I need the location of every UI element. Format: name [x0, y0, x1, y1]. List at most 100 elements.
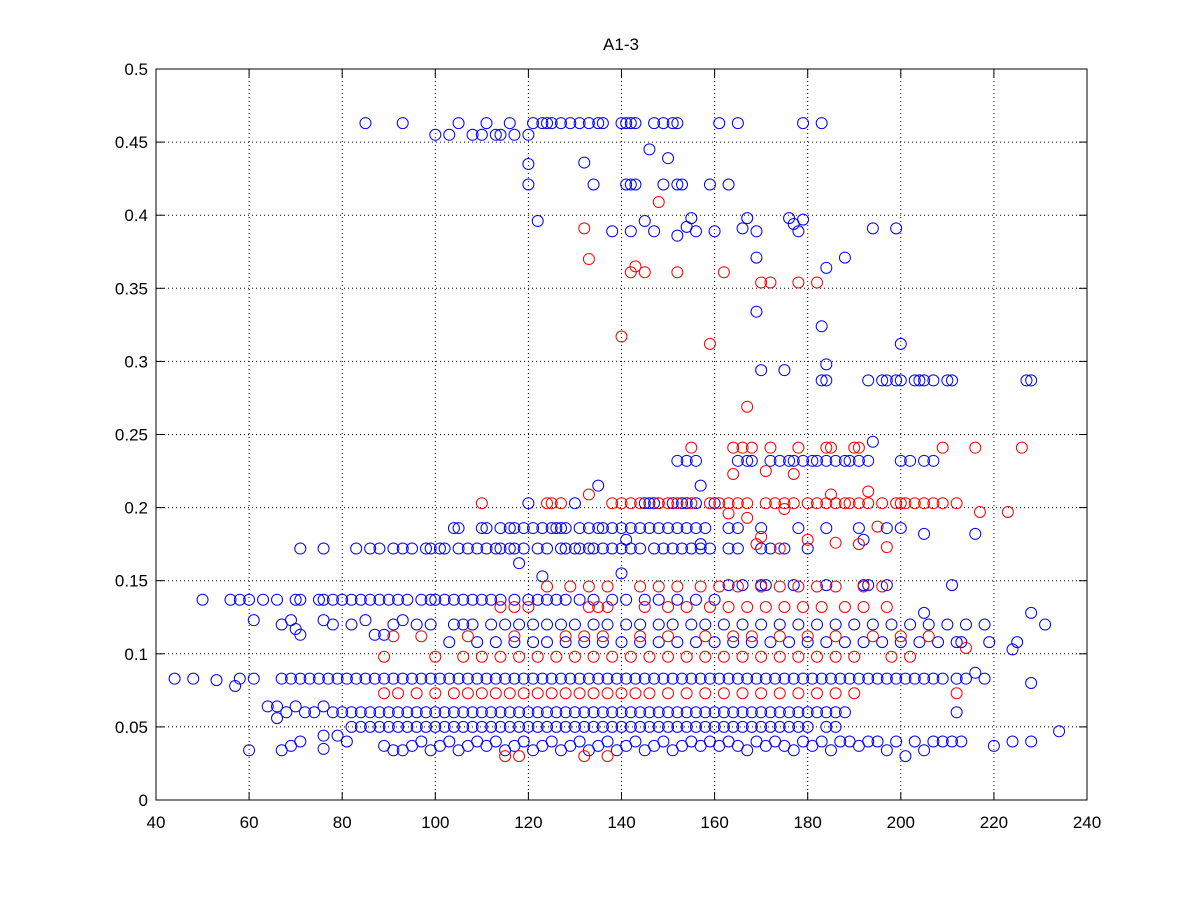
scatter-point [233, 593, 246, 606]
scatter-point [587, 618, 600, 631]
scatter-point [769, 672, 782, 685]
scatter-point [550, 522, 563, 535]
scatter-point [824, 744, 837, 757]
scatter-point [950, 706, 963, 719]
scatter-point [415, 630, 428, 643]
scatter-point [820, 706, 833, 719]
scatter-point [797, 601, 810, 614]
scatter-point [564, 117, 577, 130]
scatter-point [615, 636, 628, 649]
scatter-point [676, 497, 689, 510]
scatter-point [755, 706, 768, 719]
scatter-point [406, 672, 419, 685]
scatter-point [587, 687, 600, 700]
scatter-point [959, 672, 972, 685]
scatter-point [866, 630, 879, 643]
scatter-point [396, 117, 409, 130]
scatter-point [717, 650, 730, 663]
scatter-point [959, 641, 972, 654]
scatter-point [708, 225, 721, 238]
scatter-point [829, 687, 842, 700]
scatter-point [443, 636, 456, 649]
scatter-point [946, 579, 959, 592]
scatter-point [373, 720, 386, 733]
scatter-point [736, 650, 749, 663]
scatter-point [662, 706, 675, 719]
scatter-point [624, 497, 637, 510]
scatter-point [755, 276, 768, 289]
scatter-point [554, 117, 567, 130]
scatter-point [457, 650, 470, 663]
scatter-point [578, 750, 591, 763]
scatter-point [513, 706, 526, 719]
scatter-point [438, 593, 451, 606]
scatter-point [750, 225, 763, 238]
scatter-point [494, 593, 507, 606]
scatter-point [717, 266, 730, 279]
scatter-point [447, 720, 460, 733]
scatter-point [429, 128, 442, 141]
scatter-point [671, 720, 684, 733]
scatter-point [406, 542, 419, 555]
scatter-point [447, 706, 460, 719]
scatter-point [918, 672, 931, 685]
scatter-point [387, 744, 400, 757]
scatter-point [522, 178, 535, 191]
scatter-point [866, 618, 879, 631]
scatter-point [554, 522, 567, 535]
scatter-point [880, 541, 893, 554]
scatter-point [904, 618, 917, 631]
scatter-point [755, 687, 768, 700]
x-tick-label: 100 [421, 813, 449, 832]
scatter-point [545, 522, 558, 535]
scatter-point [508, 601, 521, 614]
scatter-point [783, 636, 796, 649]
scatter-point [475, 593, 488, 606]
scatter-point [1025, 677, 1038, 690]
scatter-point [773, 580, 786, 593]
scatter-point [815, 117, 828, 130]
scatter-point [797, 672, 810, 685]
scatter-point [294, 672, 307, 685]
scatter-point [708, 706, 721, 719]
scatter-point [271, 700, 284, 713]
scatter-point [1001, 505, 1014, 518]
scatter-point [662, 720, 675, 733]
scatter-point [494, 542, 507, 555]
scatter-point [745, 630, 758, 643]
scatter-point [820, 261, 833, 274]
scatter-point [908, 374, 921, 387]
scatter-point [466, 618, 479, 631]
scatter-point [880, 374, 893, 387]
scatter-point [866, 222, 879, 235]
scatter-point [890, 497, 903, 510]
scatter-point [950, 687, 963, 700]
scatter-point [824, 672, 837, 685]
scatter-point [303, 672, 316, 685]
scatter-point [582, 522, 595, 535]
scatter-point [685, 497, 698, 510]
scatter-point [620, 618, 633, 631]
scatter-point [894, 630, 907, 643]
scatter-point [662, 152, 675, 165]
scatter-point [1006, 735, 1019, 748]
scatter-point [629, 178, 642, 191]
scatter-point [773, 650, 786, 663]
scatter-point [340, 735, 353, 748]
scatter-point [913, 636, 926, 649]
scatter-point [168, 672, 181, 685]
scatter-point [312, 672, 325, 685]
scatter-point [573, 542, 586, 555]
scatter-point [461, 672, 474, 685]
scatter-point [894, 337, 907, 350]
scatter-point [857, 601, 870, 614]
scatter-point [722, 507, 735, 520]
scatter-point [699, 706, 712, 719]
scatter-point [410, 618, 423, 631]
scatter-point [559, 687, 572, 700]
scatter-point [792, 618, 805, 631]
scatter-point [527, 117, 540, 130]
x-tick-label: 220 [980, 813, 1008, 832]
scatter-point [433, 672, 446, 685]
scatter-point [778, 542, 791, 555]
